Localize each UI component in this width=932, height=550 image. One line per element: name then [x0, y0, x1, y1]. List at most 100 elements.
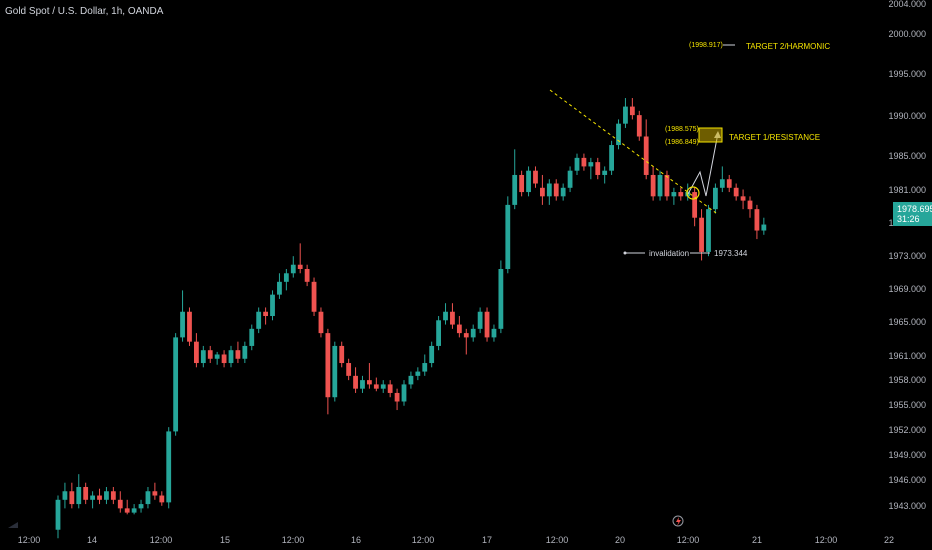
- candle: [408, 371, 414, 389]
- candle: [145, 486, 151, 509]
- candle: [249, 324, 255, 351]
- y-tick-label: 2004.000: [888, 0, 926, 9]
- candle-body: [283, 273, 289, 282]
- candle: [180, 290, 185, 342]
- target2-label: TARGET 2/HARMONIC: [746, 42, 830, 51]
- candle: [297, 243, 303, 274]
- y-tick-label: 1946.000: [888, 475, 926, 485]
- price-countdown: 31:26: [897, 214, 920, 224]
- candle: [581, 153, 587, 171]
- candle-body: [270, 294, 275, 317]
- candle: [477, 307, 483, 334]
- y-tick-label: 1949.000: [888, 450, 926, 460]
- candle-body: [505, 204, 511, 269]
- candle: [69, 482, 75, 509]
- candle: [470, 324, 476, 342]
- candle-body: [104, 491, 109, 500]
- candle-body: [194, 341, 199, 364]
- candle: [228, 345, 234, 368]
- candle-body: [498, 269, 504, 329]
- candle: [692, 187, 698, 227]
- invalidation-label: invalidation: [649, 249, 689, 258]
- candle: [415, 367, 421, 381]
- candle-body: [719, 179, 725, 188]
- target2-price: (1998.917): [689, 42, 723, 49]
- candle: [574, 153, 580, 175]
- chart-title: Gold Spot / U.S. Dollar, 1h, OANDA: [5, 6, 164, 17]
- candle: [678, 187, 684, 201]
- candle-body: [546, 183, 552, 197]
- candle: [55, 495, 61, 539]
- candle-body: [332, 345, 338, 398]
- candle: [194, 333, 199, 368]
- y-tick-label: 1985.000: [888, 151, 926, 161]
- candle: [650, 166, 656, 201]
- candle: [567, 166, 573, 193]
- candle-body: [110, 491, 116, 500]
- candle-body: [69, 491, 75, 505]
- candle-body: [602, 170, 608, 175]
- candle-body: [263, 311, 268, 317]
- candle: [152, 482, 158, 500]
- candle: [380, 380, 386, 393]
- candle: [367, 363, 372, 389]
- candle: [671, 187, 677, 205]
- candle: [422, 354, 428, 376]
- candle-body: [436, 320, 441, 346]
- candle: [256, 307, 262, 334]
- candle-body: [609, 145, 614, 171]
- candle: [553, 179, 559, 201]
- time-axis[interactable]: 12:00 14 12:00 15 12:00 16 12:00 17 12:00 20 12:00…: [18, 535, 894, 545]
- candle-body: [484, 311, 490, 338]
- candle: [533, 166, 538, 188]
- candle-body: [242, 345, 248, 359]
- candle: [526, 166, 531, 197]
- candle: [519, 170, 525, 197]
- x-tick-label: 12:00: [815, 535, 838, 545]
- candle-body: [311, 281, 317, 312]
- candle-body: [519, 174, 525, 193]
- projection-path: [687, 132, 719, 197]
- candle-body: [387, 384, 393, 393]
- candle-body: [166, 431, 172, 503]
- candle: [595, 157, 601, 180]
- candle-body: [540, 187, 545, 197]
- candle: [429, 341, 435, 368]
- price-axis[interactable]: 2004.000 2000.000 1995.000 1990.000 1985.000…: [888, 0, 932, 511]
- x-tick-label: 21: [752, 535, 762, 545]
- y-tick-label: 1952.000: [888, 425, 926, 435]
- x-tick-label: 22: [884, 535, 894, 545]
- candle-body: [581, 157, 587, 167]
- candle-body: [761, 224, 767, 231]
- candle: [318, 307, 324, 338]
- candle-body: [159, 495, 165, 503]
- candle-body: [83, 486, 89, 500]
- candle-body: [533, 170, 538, 184]
- y-tick-label: 1958.000: [888, 375, 926, 385]
- candle: [62, 482, 68, 509]
- y-tick-label: 1995.000: [888, 69, 926, 79]
- x-tick-label: 12:00: [150, 535, 173, 545]
- candle-body: [145, 491, 151, 505]
- candle: [138, 499, 144, 513]
- candle-body: [692, 192, 698, 218]
- candle-body: [574, 157, 580, 171]
- x-tick-label: 12:00: [677, 535, 700, 545]
- candle-body: [636, 115, 642, 137]
- target1-lower: (1986.849): [665, 139, 699, 146]
- breakout-circle: [686, 186, 700, 200]
- candle: [117, 491, 123, 513]
- candle: [221, 350, 227, 368]
- candle-body: [353, 375, 358, 389]
- candle: [401, 380, 407, 406]
- candle: [636, 110, 642, 141]
- candle-body: [443, 311, 448, 321]
- candle: [505, 196, 511, 274]
- x-tick-label: 12:00: [412, 535, 435, 545]
- candle-body: [470, 328, 476, 338]
- candle: [159, 491, 165, 506]
- candle: [623, 98, 628, 128]
- candle: [657, 170, 663, 201]
- candle-body: [180, 311, 185, 338]
